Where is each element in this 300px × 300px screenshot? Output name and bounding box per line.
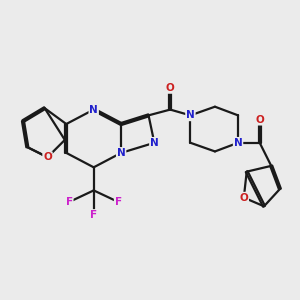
Text: N: N	[186, 110, 195, 120]
Text: O: O	[255, 115, 264, 125]
Text: N: N	[150, 138, 159, 148]
Text: F: F	[66, 197, 73, 207]
Text: N: N	[234, 138, 242, 148]
Text: N: N	[117, 148, 125, 158]
Text: F: F	[90, 210, 97, 220]
Text: O: O	[239, 193, 248, 202]
Text: O: O	[43, 152, 52, 162]
Text: F: F	[115, 197, 122, 207]
Text: N: N	[89, 105, 98, 115]
Text: O: O	[166, 83, 175, 93]
